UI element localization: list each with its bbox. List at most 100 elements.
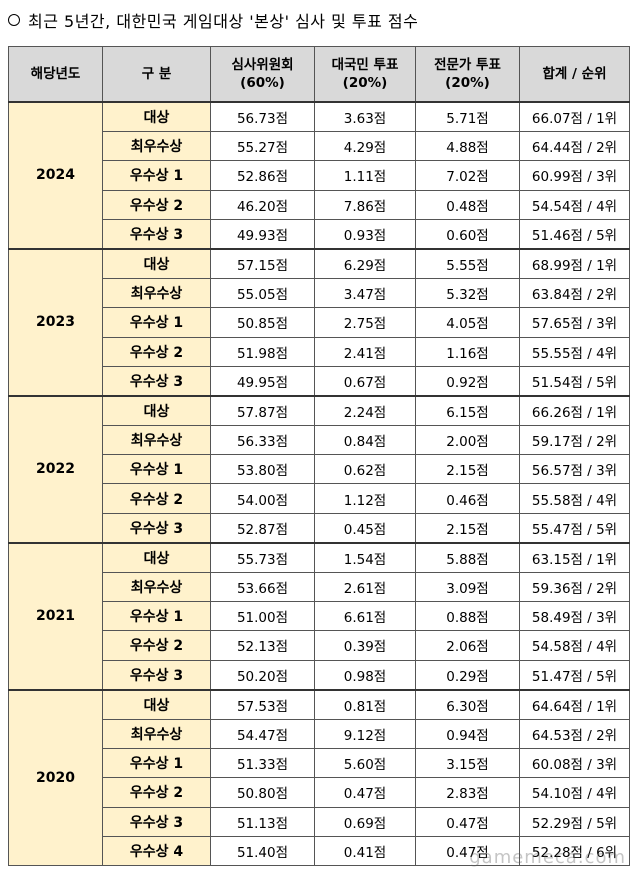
header-expert-weight: (20%) (445, 75, 490, 91)
total-rank-cell: 52.28점 / 6위 (519, 835, 630, 866)
expert-vote-cell: 5.71점 (415, 101, 520, 133)
jury-score-cell: 51.00점 (210, 601, 315, 632)
public-vote-cell: 1.12점 (314, 483, 416, 514)
expert-vote-cell: 5.88점 (415, 541, 520, 573)
public-vote-cell: 6.61점 (314, 601, 416, 632)
expert-vote-cell: 0.29점 (415, 659, 520, 691)
total-rank-cell: 60.08점 / 3위 (519, 748, 630, 779)
expert-vote-cell: 2.06점 (415, 630, 520, 661)
table-body: 2024 대상 56.73점 3.63점 5.71점 66.07점 / 1위 최우수상 55.… (8, 101, 630, 866)
table-row: 우수상 1 53.80점 0.62점 2.15점 56.57점 / 3위 (9, 454, 630, 485)
expert-vote-cell: 0.46점 (415, 483, 520, 514)
total-rank-cell: 52.29점 / 5위 (519, 806, 630, 837)
category-cell: 대상 (102, 247, 211, 280)
header-total-rank: 합계 / 순위 (519, 46, 630, 103)
category-cell: 우수상 1 (102, 160, 211, 191)
jury-score-cell: 50.80점 (210, 777, 315, 808)
header-row: 해당년도 구 분 심사위원회 (60%) 대국민 투표 (20%) 전문가 투표 (2… (8, 46, 630, 103)
jury-score-cell: 55.73점 (210, 541, 315, 573)
category-cell: 우수상 3 (102, 218, 211, 250)
table-row: 우수상 2 52.13점 0.39점 2.06점 54.58점 / 4위 (9, 630, 630, 661)
table-row: 우수상 2 54.00점 1.12점 0.46점 55.58점 / 4위 (9, 483, 630, 514)
public-vote-cell: 1.54점 (314, 541, 416, 573)
expert-vote-cell: 0.47점 (415, 806, 520, 837)
year-cell: 2020 (8, 688, 103, 866)
total-rank-cell: 51.46점 / 5위 (519, 218, 630, 250)
public-vote-cell: 2.75점 (314, 307, 416, 338)
total-rank-cell: 58.49점 / 3위 (519, 601, 630, 632)
expert-vote-cell: 5.32점 (415, 278, 520, 309)
jury-score-cell: 50.20점 (210, 659, 315, 691)
expert-vote-cell: 0.60점 (415, 218, 520, 250)
expert-vote-cell: 0.48점 (415, 189, 520, 220)
category-cell: 우수상 1 (102, 601, 211, 632)
total-rank-cell: 54.58점 / 4위 (519, 630, 630, 661)
total-rank-cell: 55.55점 / 4위 (519, 336, 630, 367)
total-rank-cell: 55.58점 / 4위 (519, 483, 630, 514)
expert-vote-cell: 2.00점 (415, 425, 520, 456)
jury-score-cell: 56.73점 (210, 101, 315, 133)
jury-score-cell: 51.98점 (210, 336, 315, 367)
total-rank-cell: 57.65점 / 3위 (519, 307, 630, 338)
total-rank-cell: 68.99점 / 1위 (519, 247, 630, 280)
table-row: 최우수상 56.33점 0.84점 2.00점 59.17점 / 2위 (9, 425, 630, 456)
public-vote-cell: 4.29점 (314, 131, 416, 162)
header-expert-label: 전문가 투표 (434, 57, 501, 73)
total-rank-cell: 51.47점 / 5위 (519, 659, 630, 691)
table-row: 우수상 1 52.86점 1.11점 7.02점 60.99점 / 3위 (9, 160, 630, 191)
total-rank-cell: 59.36점 / 2위 (519, 571, 630, 603)
total-rank-cell: 56.57점 / 3위 (519, 454, 630, 485)
jury-score-cell: 56.33점 (210, 425, 315, 456)
public-vote-cell: 0.41점 (314, 835, 416, 866)
year-cell: 2023 (8, 247, 103, 397)
category-cell: 최우수상 (102, 425, 211, 456)
jury-score-cell: 52.86점 (210, 160, 315, 191)
category-cell: 최우수상 (102, 278, 211, 309)
category-cell: 우수상 3 (102, 806, 211, 837)
public-vote-cell: 0.39점 (314, 630, 416, 661)
public-vote-cell: 0.98점 (314, 659, 416, 691)
jury-score-cell: 53.80점 (210, 454, 315, 485)
jury-score-cell: 57.53점 (210, 688, 315, 720)
header-public-weight: (20%) (342, 75, 388, 91)
category-cell: 우수상 3 (102, 659, 211, 691)
header-year: 해당년도 (8, 46, 103, 103)
public-vote-cell: 0.67점 (314, 365, 416, 397)
table-row: 2024 대상 56.73점 3.63점 5.71점 66.07점 / 1위 (8, 101, 630, 250)
table-row: 최우수상 55.05점 3.47점 5.32점 63.84점 / 2위 (9, 278, 630, 309)
public-vote-cell: 3.63점 (314, 101, 416, 133)
public-vote-cell: 0.93점 (314, 218, 416, 250)
public-vote-cell: 0.69점 (314, 806, 416, 837)
table-row: 우수상 1 51.33점 5.60점 3.15점 60.08점 / 3위 (9, 748, 630, 779)
category-cell: 우수상 4 (102, 835, 211, 866)
public-vote-cell: 1.11점 (314, 160, 416, 191)
expert-vote-cell: 0.47점 (415, 835, 520, 866)
expert-vote-cell: 2.15점 (415, 512, 520, 544)
expert-vote-cell: 0.88점 (415, 601, 520, 632)
category-cell: 대상 (102, 541, 211, 573)
document-title: 최근 5년간, 대한민국 게임대상 '본상' 심사 및 투표 점수 (8, 8, 418, 32)
total-rank-cell: 55.47점 / 5위 (519, 512, 630, 544)
public-vote-cell: 2.61점 (314, 571, 416, 603)
category-cell: 대상 (102, 688, 211, 720)
total-rank-cell: 63.84점 / 2위 (519, 278, 630, 309)
category-cell: 우수상 2 (102, 189, 211, 220)
expert-vote-cell: 2.83점 (415, 777, 520, 808)
public-vote-cell: 2.24점 (314, 394, 416, 427)
table-row: 2020 대상 57.53점 0.81점 6.30점 64.64점 / 1위 (8, 688, 630, 866)
total-rank-cell: 64.44점 / 2위 (519, 131, 630, 162)
expert-vote-cell: 0.94점 (415, 718, 520, 750)
expert-vote-cell: 4.88점 (415, 131, 520, 162)
expert-vote-cell: 3.09점 (415, 571, 520, 603)
table-row: 우수상 3 49.93점 0.93점 0.60점 51.46점 / 5위 (9, 218, 630, 250)
header-jury-label: 심사위원회 (231, 57, 294, 73)
table-row: 우수상 3 49.95점 0.67점 0.92점 51.54점 / 5위 (9, 365, 630, 397)
year-cell: 2024 (8, 101, 103, 250)
public-vote-cell: 7.86점 (314, 189, 416, 220)
public-vote-cell: 5.60점 (314, 748, 416, 779)
public-vote-cell: 3.47점 (314, 278, 416, 309)
table-row: 2022 대상 57.87점 2.24점 6.15점 66.26점 / 1위 (8, 394, 630, 544)
expert-vote-cell: 2.15점 (415, 454, 520, 485)
total-rank-cell: 54.10점 / 4위 (519, 777, 630, 808)
table-row: 최우수상 53.66점 2.61점 3.09점 59.36점 / 2위 (9, 571, 630, 603)
